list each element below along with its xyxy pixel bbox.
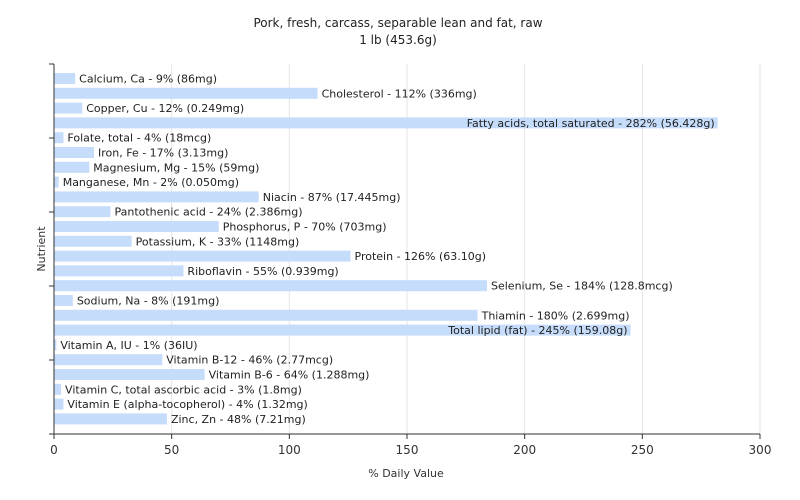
bar-label: Riboflavin - 55% (0.939mg) [187,265,338,278]
bar [54,265,184,277]
bar [54,295,73,306]
bar-label: Phosphorus, P - 70% (703mg) [223,221,387,234]
bar [54,383,62,395]
x-tick-label: 150 [396,443,419,457]
bar-label: Zinc, Zn - 48% (7.21mg) [171,413,306,426]
bar [54,176,59,188]
bar-label: Manganese, Mn - 2% (0.050mg) [63,176,239,189]
bar-label: Calcium, Ca - 9% (86mg) [79,73,217,86]
bar-label: Selenium, Se - 184% (128.8mcg) [491,280,673,293]
chart-title: Pork, fresh, carcass, separable lean and… [253,16,542,30]
bar-label: Vitamin B-12 - 46% (2.77mcg) [166,354,333,367]
bar-label: Iron, Fe - 17% (3.13mg) [98,147,228,160]
x-ticks: 0 50 100 150 200 250 300 [50,434,771,457]
bar [54,147,95,158]
bar [54,354,163,366]
bar-label: Sodium, Na - 8% (191mg) [77,295,220,308]
bar [54,117,718,129]
bar-label: Niacin - 87% (17.445mg) [263,191,401,204]
x-tick-label: 0 [50,443,58,457]
bar-label: Fatty acids, total saturated - 282% (56.… [467,117,715,130]
bar-label: Total lipid (fat) - 245% (159.08g) [447,324,627,337]
bar-label: Vitamin E (alpha-tocopherol) - 4% (1.32m… [67,398,307,411]
x-tick-label: 200 [513,443,536,457]
bar-label: Folate, total - 4% (18mcg) [67,132,211,145]
bar [54,324,631,336]
bar [54,191,259,203]
bar [54,132,64,144]
x-axis-label: % Daily Value [368,467,444,480]
bar-label: Potassium, K - 33% (1148mg) [136,235,300,248]
x-tick-label: 250 [631,443,654,457]
bar-label: Thiamin - 180% (2.699mg) [481,309,630,322]
x-tick-label: 300 [749,443,772,457]
bar-label: Vitamin C, total ascorbic acid - 3% (1.8… [65,383,302,396]
bar [54,73,76,84]
bar [54,102,83,114]
bar [54,221,219,232]
x-tick-label: 100 [278,443,301,457]
bar [54,161,90,173]
y-ticks [49,63,54,435]
bar [54,87,318,99]
bar [54,280,488,292]
bar [54,398,64,410]
bar-label: Copper, Cu - 12% (0.249mg) [86,102,244,115]
bar [54,413,167,425]
x-tick-label: 50 [164,443,179,457]
bar-label: Vitamin A, IU - 1% (36IU) [60,339,197,352]
bar-label: Vitamin B-6 - 64% (1.288mg) [209,369,370,382]
bar [54,250,351,262]
bar [54,206,111,218]
y-axis-label: Nutrient [35,226,48,272]
bar [54,369,205,380]
chart-subtitle: 1 lb (453.6g) [359,33,437,47]
bar-label: Magnesium, Mg - 15% (59mg) [93,161,259,174]
bar-label: Pantothenic acid - 24% (2.386mg) [114,206,302,219]
bar [54,339,57,351]
bars-group: Calcium, Ca - 9% (86mg) Cholesterol - 112… [54,73,718,426]
bar [54,235,132,247]
bar-label: Cholesterol - 112% (336mg) [322,87,477,100]
bar-label: Protein - 126% (63.10g) [355,250,487,263]
bar [54,309,478,321]
